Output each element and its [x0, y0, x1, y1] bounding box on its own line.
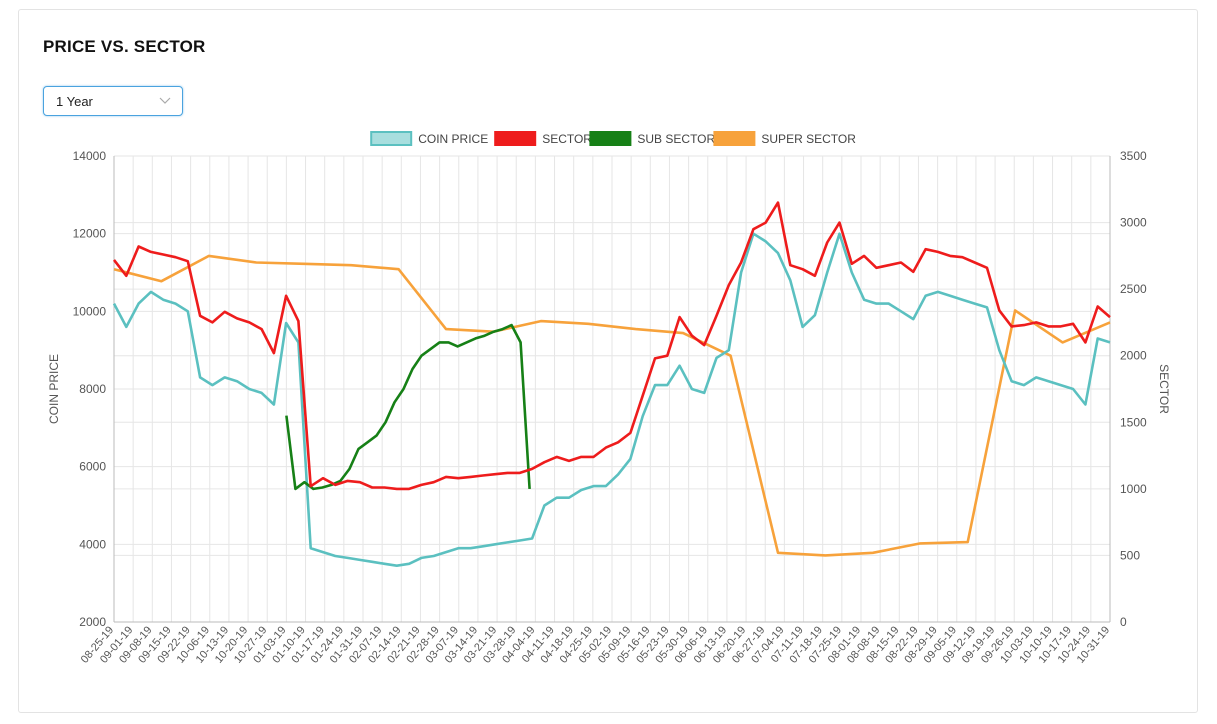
legend-item-sector[interactable]: SECTOR	[494, 131, 592, 146]
chart-grid	[113, 155, 1111, 623]
y-left-tick-label: 12000	[73, 227, 107, 241]
y-right-tick-label: 3500	[1120, 149, 1147, 163]
legend-label: SUB SECTOR	[637, 132, 715, 146]
y-left-tick-label: 2000	[79, 615, 106, 629]
y-left-tick-label: 14000	[73, 149, 107, 163]
y-left-tick-label: 8000	[79, 382, 106, 396]
y-axis-right-label: SECTOR	[1157, 364, 1171, 414]
y-axis-left-label: COIN PRICE	[47, 354, 61, 424]
legend-label: SECTOR	[542, 132, 592, 146]
time-range-value: 1 Year	[56, 94, 93, 109]
chart-legend[interactable]: COIN PRICE SECTOR SUB SECTOR SUPER SECTOR	[370, 131, 856, 146]
y-right-tick-label: 1500	[1120, 415, 1147, 429]
chevron-down-icon	[159, 97, 171, 104]
chart-series	[112, 201, 1111, 568]
legend-item-super-sector[interactable]: SUPER SECTOR	[713, 131, 856, 146]
y-right-tick-label: 500	[1120, 548, 1140, 562]
y-left-tick-label: 4000	[79, 537, 106, 551]
legend-swatch	[713, 131, 756, 146]
legend-swatch	[589, 131, 632, 146]
left-axis: 2000 4000 6000 8000 10000 12000 14000	[73, 149, 107, 629]
y-right-tick-label: 2000	[1120, 349, 1147, 363]
series-line-sector	[112, 201, 1111, 491]
panel-title: PRICE VS. SECTOR	[43, 37, 206, 56]
series-line-super-sector	[113, 254, 1111, 557]
right-axis: 0 500 1000 1500 2000 2500 3000 3500	[1120, 149, 1147, 629]
y-right-tick-label: 0	[1120, 615, 1127, 629]
time-range-select[interactable]: 1 Year	[43, 86, 183, 116]
legend-swatch	[494, 131, 537, 146]
legend-label: COIN PRICE	[418, 132, 488, 146]
y-right-tick-label: 2500	[1120, 282, 1147, 296]
legend-item-coin-price[interactable]: COIN PRICE	[370, 131, 488, 146]
legend-item-sub-sector[interactable]: SUB SECTOR	[589, 131, 716, 146]
x-axis: 08-25-1909-01-1909-08-1909-15-1909-22-19…	[79, 624, 1113, 665]
series-line-sub-sector	[285, 323, 531, 491]
y-right-tick-label: 3000	[1120, 216, 1147, 230]
y-left-tick-label: 6000	[79, 460, 106, 474]
y-left-tick-label: 10000	[73, 304, 107, 318]
series-line-coin-price	[112, 232, 1111, 568]
price-vs-sector-card	[18, 9, 1198, 713]
y-right-tick-label: 1000	[1120, 482, 1147, 496]
legend-label: SUPER SECTOR	[761, 132, 856, 146]
legend-swatch	[370, 131, 413, 146]
